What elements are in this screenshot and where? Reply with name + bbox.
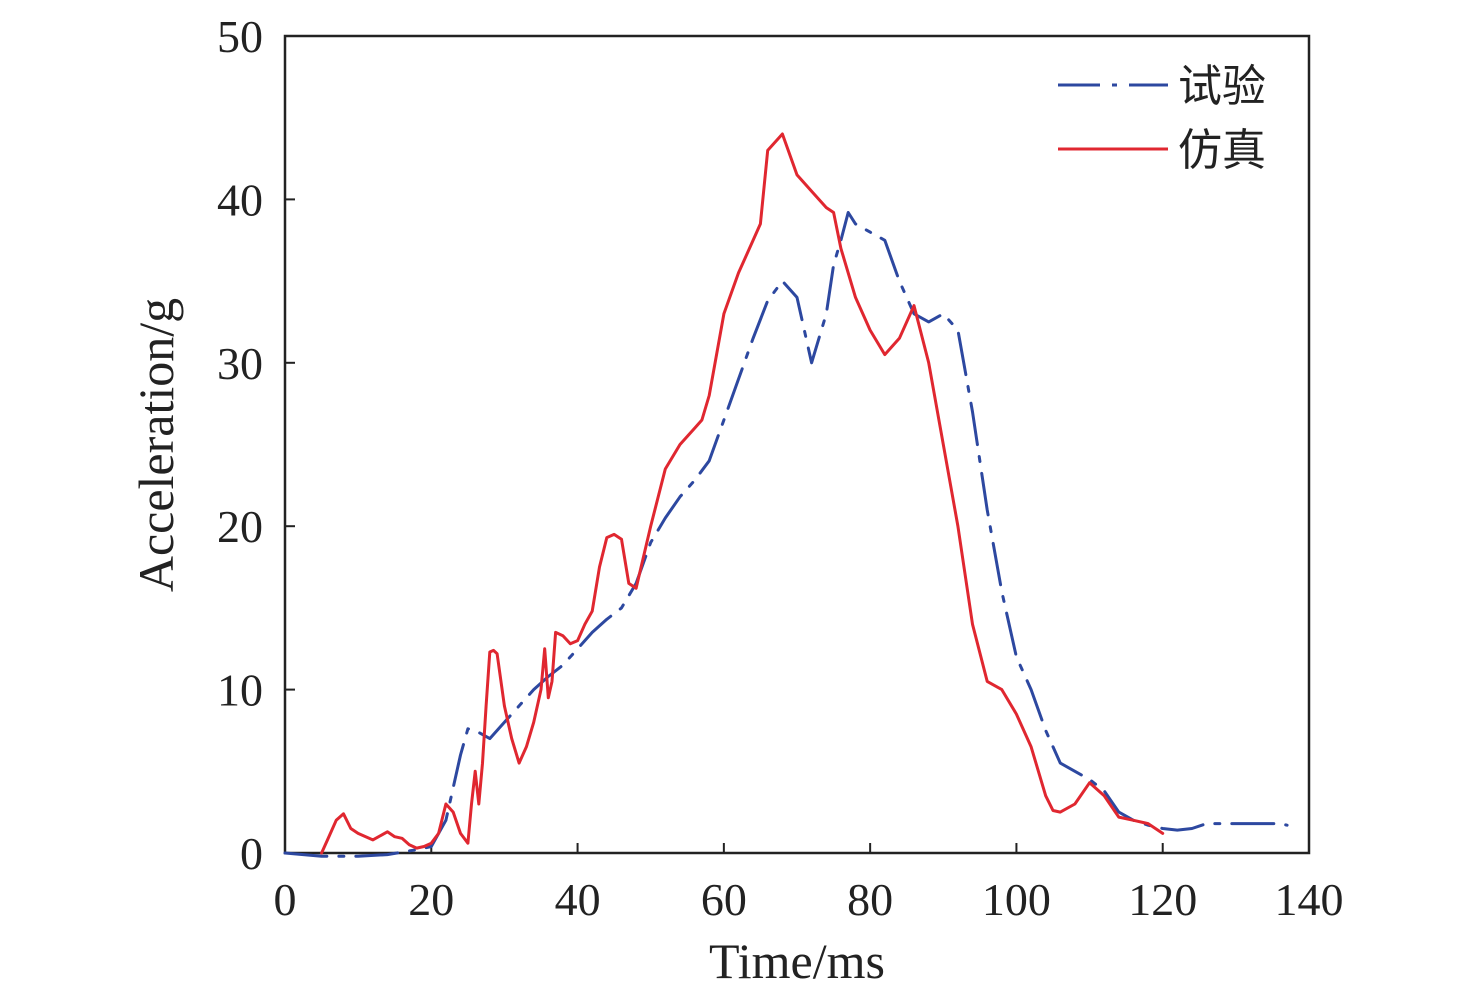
x-axis-title: Time/ms <box>709 933 885 989</box>
x-tick-label: 140 <box>1275 874 1344 925</box>
x-tick-label: 100 <box>982 874 1051 925</box>
legend: 试验 仿真 <box>1058 61 1266 176</box>
y-tick-label: 10 <box>217 665 263 716</box>
x-tick-label: 40 <box>555 874 601 925</box>
x-tick-label: 20 <box>408 874 454 925</box>
y-axis: 0 10 20 30 40 50 <box>217 11 295 879</box>
y-tick-label: 20 <box>217 501 263 552</box>
x-tick-label: 0 <box>274 874 297 925</box>
x-tick-label: 120 <box>1128 874 1197 925</box>
y-tick-label: 50 <box>217 11 263 62</box>
plot-area-frame <box>283 34 1311 855</box>
series-line-simulation <box>320 132 1165 855</box>
y-tick-label: 40 <box>217 174 263 225</box>
series-layer <box>283 132 1289 858</box>
x-axis: 0 20 40 60 80 100 120 140 <box>274 843 1344 925</box>
y-tick-label: 30 <box>217 338 263 389</box>
x-tick-label: 80 <box>847 874 893 925</box>
legend-label-test: 试验 <box>1178 61 1266 112</box>
legend-label-simulation: 仿真 <box>1178 125 1266 176</box>
y-tick-label: 0 <box>240 828 263 879</box>
y-axis-title: Acceleration/g <box>128 298 184 592</box>
x-tick-label: 60 <box>701 874 747 925</box>
series-line-test <box>283 211 1289 858</box>
